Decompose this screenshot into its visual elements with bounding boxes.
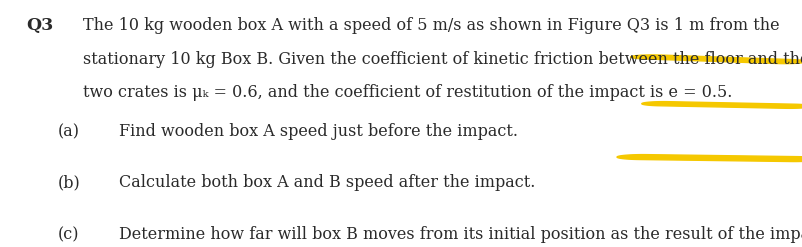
Text: Calculate both box A and B speed after the impact.: Calculate both box A and B speed after t… [119, 174, 535, 191]
Text: Q3: Q3 [26, 17, 54, 34]
Text: Determine how far will box B moves from its initial position as the result of th: Determine how far will box B moves from … [119, 226, 802, 243]
Polygon shape [641, 102, 802, 108]
Text: The 10 kg wooden box A with a speed of 5 m/s as shown in Figure Q3 is 1 m from t: The 10 kg wooden box A with a speed of 5… [83, 17, 779, 34]
Text: Find wooden box A speed just before the impact.: Find wooden box A speed just before the … [119, 124, 517, 141]
Text: two crates is μₖ = 0.6, and the coefficient of restitution of the impact is e = : two crates is μₖ = 0.6, and the coeffici… [83, 84, 731, 101]
Text: (b): (b) [58, 174, 80, 191]
Polygon shape [630, 55, 802, 64]
Text: (a): (a) [58, 124, 79, 141]
Polygon shape [616, 155, 802, 162]
Text: (c): (c) [58, 226, 79, 243]
Text: stationary 10 kg Box B. Given the coefficient of kinetic friction between the fl: stationary 10 kg Box B. Given the coeffi… [83, 51, 802, 68]
